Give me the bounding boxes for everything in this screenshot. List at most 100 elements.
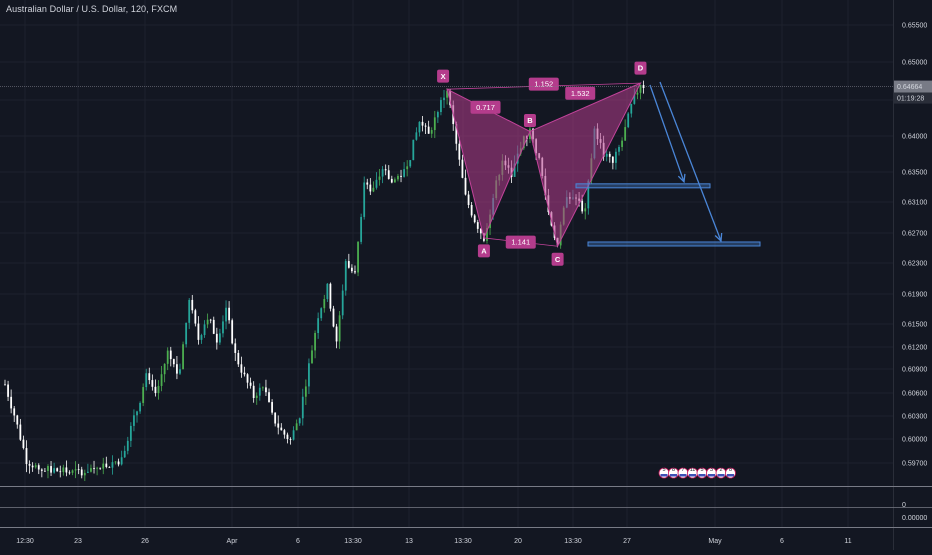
candle-body: [83, 472, 86, 476]
event-flag-icon[interactable]: 8: [725, 467, 736, 479]
candle-body: [157, 385, 160, 394]
candle-body: [105, 463, 108, 467]
time-tick-label: 6: [780, 538, 784, 545]
candle-body: [206, 319, 209, 325]
ratio-label-ac[interactable]: 1.141: [505, 235, 536, 249]
candle-body: [44, 470, 46, 472]
candle-body: [390, 178, 393, 183]
event-flag-icon[interactable]: 11: [687, 467, 698, 479]
point-label-a-text: A: [481, 247, 487, 256]
candle-body: [357, 241, 359, 273]
target-1-box[interactable]: [575, 183, 711, 189]
countdown-tag: [894, 92, 932, 104]
candle-body: [136, 411, 138, 416]
candle-body: [108, 466, 111, 468]
candle-body: [77, 469, 80, 470]
projection-arrow-1-head: [677, 173, 686, 184]
candle-body: [360, 216, 363, 242]
projection[interactable]: [575, 81, 761, 247]
point-label-x-box: [437, 69, 450, 83]
candle-body: [37, 465, 40, 470]
price-tick-label: 0.60600: [902, 391, 927, 398]
candle-body: [409, 160, 412, 167]
candle-body: [311, 350, 313, 364]
event-flag-icon-stripe: [727, 474, 734, 477]
event-flag-icon[interactable]: 8: [668, 467, 679, 479]
point-label-d[interactable]: D: [634, 61, 647, 75]
candle-body: [117, 461, 120, 465]
projection-arrow-2: [659, 81, 722, 242]
candle-body: [240, 364, 243, 373]
candle-body: [96, 467, 98, 469]
time-tick-label: May: [708, 538, 722, 545]
point-label-c-box: [551, 252, 564, 266]
target-2-box[interactable]: [587, 241, 761, 247]
candle-body: [19, 424, 22, 440]
ratio-label-xb-text: 0.717: [476, 103, 495, 112]
candle-body: [151, 380, 154, 387]
price-tick-label: 0.63500: [902, 170, 927, 177]
candle-body: [436, 112, 439, 118]
candle-body: [636, 92, 639, 95]
harmonic-pattern[interactable]: X A B C D 0.717 1.141 1.532 1.152: [437, 61, 647, 266]
point-label-c[interactable]: C: [551, 252, 564, 266]
candle-body: [301, 396, 304, 419]
point-label-x[interactable]: X: [437, 69, 450, 83]
candle-body: [90, 468, 92, 472]
candle-body: [246, 374, 249, 383]
price-tick-label: 0.64000: [902, 134, 927, 141]
candle-body: [621, 140, 623, 147]
candle-body: [440, 100, 442, 113]
events-strip[interactable]: 5 8 7 11 5 3 2 8: [658, 467, 736, 479]
time-tick-label: 26: [141, 538, 149, 545]
candle-body: [271, 402, 273, 413]
candle-body: [430, 130, 433, 134]
pattern-bcd-triangle: [529, 82, 642, 248]
candle-body: [461, 159, 464, 178]
candle-body: [354, 271, 356, 273]
candle-body: [412, 139, 415, 161]
candle-body: [4, 384, 6, 386]
price-axis[interactable]: 0.655000.650000.645000.640000.635000.631…: [894, 23, 932, 468]
candle-body: [225, 307, 227, 322]
candle-body: [369, 184, 372, 192]
projection-arrow-2-head: [714, 232, 723, 243]
candle-body: [338, 315, 341, 342]
candle-body: [40, 469, 43, 471]
candle-body: [627, 113, 630, 128]
candle-body: [249, 382, 252, 386]
ratio-label-xb[interactable]: 0.717: [470, 100, 501, 114]
event-flag-icon-stripe: [708, 474, 715, 477]
ratio-label-bd-box: [565, 86, 596, 100]
point-label-d-text: D: [638, 64, 644, 73]
point-label-a[interactable]: A: [477, 244, 490, 258]
event-flag-label: 8: [729, 467, 732, 473]
candle-body: [424, 125, 427, 127]
candle-body: [16, 415, 19, 425]
point-label-d-box: [634, 61, 647, 75]
chart-title: Australian Dollar / U.S. Dollar, 120, FX…: [6, 4, 178, 14]
ratio-label-bd-text: 1.532: [571, 89, 590, 98]
point-label-c-text: C: [555, 255, 561, 264]
candle-body: [74, 469, 77, 471]
candle-body: [433, 117, 436, 131]
candle-body: [418, 121, 421, 133]
candle-body: [366, 182, 369, 185]
countdown-text: 01:19:28: [897, 96, 924, 103]
candle-body: [191, 299, 194, 311]
ratio-label-bd[interactable]: 1.532: [565, 86, 596, 100]
candle-body: [280, 427, 283, 431]
point-label-b[interactable]: B: [523, 113, 536, 127]
candle-body: [252, 385, 255, 399]
candle-body: [22, 439, 25, 449]
event-flag-icon[interactable]: 5: [658, 467, 670, 479]
event-flag-icon-stripe: [698, 474, 706, 477]
candle-body: [298, 418, 301, 424]
time-axis[interactable]: 12:30 23 26 Apr 6 13:30 13 13:30 20 13:30 27 May 6 11: [16, 538, 851, 545]
ratio-label-xd[interactable]: 1.152: [528, 77, 559, 91]
event-flag-label: 5: [700, 467, 703, 473]
candle-body: [68, 472, 71, 474]
candle-body: [608, 153, 611, 157]
